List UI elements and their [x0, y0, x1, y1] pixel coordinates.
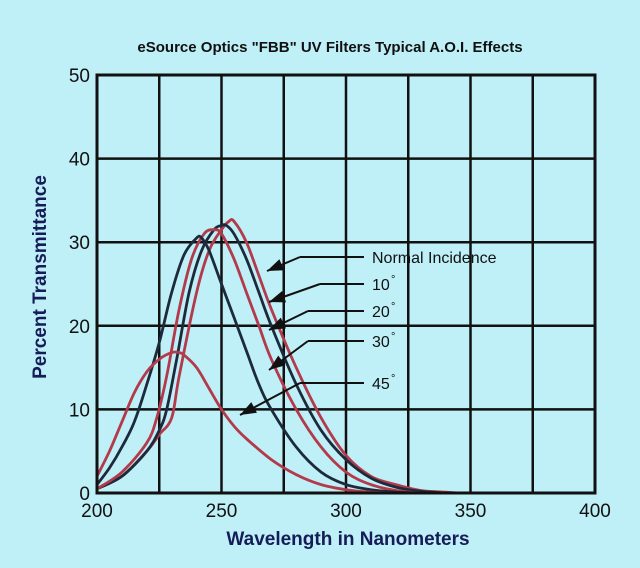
x-tick-label: 200 — [81, 501, 113, 522]
arrowhead-icon — [267, 259, 285, 271]
x-tick-label: 300 — [330, 501, 362, 522]
annotation-label: 30 — [372, 334, 390, 351]
series-line-2 — [96, 228, 421, 495]
x-tick-label: 350 — [455, 501, 487, 522]
tick-labels: 200 250 300 350 400 0 10 20 30 40 50 — [69, 66, 611, 522]
series-layer — [95, 218, 459, 495]
degree-symbol: ° — [391, 331, 395, 343]
annotation-label: 20 — [372, 304, 390, 321]
annotation-label: 10 — [372, 277, 390, 294]
series-line-3 — [95, 234, 421, 495]
x-tick-label: 400 — [579, 501, 611, 522]
annotation-label: 45 — [372, 376, 390, 393]
y-tick-label: 0 — [79, 484, 90, 505]
y-tick-label: 40 — [69, 150, 90, 171]
series-line-1 — [96, 223, 446, 495]
y-tick-label: 50 — [69, 66, 90, 87]
series-line-4 — [95, 350, 396, 495]
arrowhead-icon — [269, 317, 287, 330]
grid — [97, 75, 595, 493]
y-tick-label: 20 — [69, 317, 90, 338]
chart-title: eSource Optics "FBB" UV Filters Typical … — [137, 39, 522, 56]
x-axis-label: Wavelength in Nanometers — [226, 529, 469, 550]
arrowhead-icon — [269, 291, 287, 303]
arrowhead-icon — [240, 402, 257, 415]
degree-symbol: ° — [391, 301, 395, 313]
series-line-0 — [96, 218, 459, 495]
y-tick-label: 10 — [69, 400, 90, 421]
arrowhead-icon — [269, 355, 286, 370]
degree-symbol: ° — [391, 373, 395, 385]
plot-frame — [95, 73, 597, 495]
x-tick-label: 250 — [206, 501, 238, 522]
degree-symbol: ° — [391, 274, 395, 286]
y-axis-label: Percent Transmittance — [30, 175, 51, 379]
y-tick-label: 30 — [69, 233, 90, 254]
annotation-label: Normal Incidence — [372, 250, 497, 267]
